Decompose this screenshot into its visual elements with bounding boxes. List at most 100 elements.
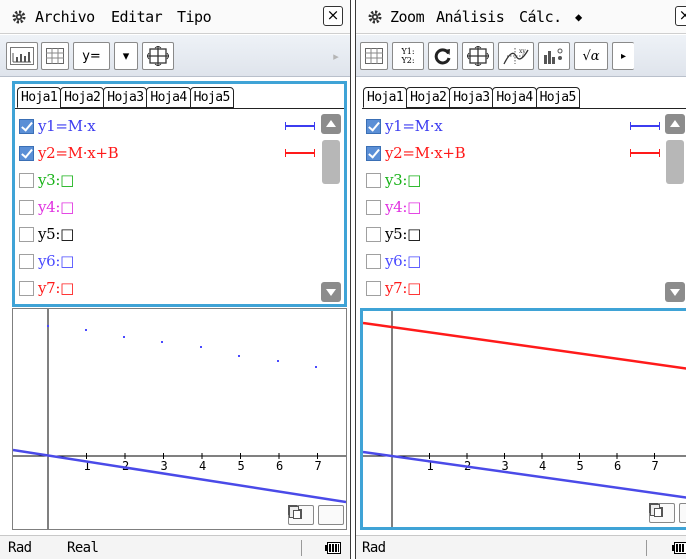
function-row-y2[interactable]: y2=M·x+B (19, 141, 119, 165)
sheet-tabs: Hoja1 Hoja2 Hoja3 Hoja4 Hoja5 (17, 87, 234, 109)
table-button[interactable] (41, 42, 69, 70)
line-style-y1[interactable] (285, 122, 315, 130)
checkbox-y3[interactable] (366, 172, 381, 188)
function-expression-y1[interactable]: y1=M·x (38, 117, 96, 135)
line-style-y2[interactable] (285, 149, 315, 157)
scroll-up-button[interactable] (321, 114, 341, 134)
function-row-y5[interactable]: y5:□ (366, 222, 421, 246)
checkbox-y3[interactable] (19, 172, 34, 188)
tab-hoja4[interactable]: Hoja4 (492, 87, 537, 108)
menu-more-arrow[interactable]: ◆ (575, 10, 582, 24)
function-row-y7[interactable]: y7:□ (366, 276, 421, 300)
close-button[interactable]: × (675, 6, 686, 26)
menu-editar[interactable]: Editar (111, 8, 163, 26)
tab-hoja2[interactable]: Hoja2 (406, 87, 451, 108)
function-row-y1[interactable]: y1=M·x (366, 114, 443, 138)
tab-hoja5[interactable]: Hoja5 (535, 87, 580, 108)
menu-analisis[interactable]: Análisis (436, 8, 505, 26)
function-expression-y5[interactable]: y5:□ (385, 225, 422, 243)
menu-archivo[interactable]: Archivo (35, 8, 95, 26)
scroll-down-button[interactable] (321, 282, 341, 302)
table-button[interactable] (360, 42, 388, 70)
scroll-thumb[interactable] (666, 140, 684, 184)
function-expression-y2[interactable]: y2=M·x+B (38, 144, 119, 162)
function-row-y4[interactable]: y4:□ (366, 195, 421, 219)
graph-format-button[interactable] (538, 42, 570, 70)
checkbox-y2[interactable] (19, 145, 34, 161)
function-expression-y6[interactable]: y6:□ (38, 252, 75, 270)
function-expression-y6[interactable]: y6:□ (385, 252, 422, 270)
checkbox-y6[interactable] (19, 253, 34, 269)
menu-tipo[interactable]: Tipo (177, 8, 212, 26)
checkbox-y7[interactable] (366, 280, 381, 296)
trace-button[interactable]: xy (498, 42, 534, 70)
checkbox-y6[interactable] (366, 253, 381, 269)
angle-mode[interactable]: Rad (362, 540, 386, 556)
function-row-y3[interactable]: y3:□ (19, 168, 74, 192)
checkbox-y5[interactable] (366, 226, 381, 242)
function-row-y6[interactable]: y6:□ (19, 249, 74, 273)
function-row-y7[interactable]: y7:□ (19, 276, 74, 300)
function-expression-y7[interactable]: y7:□ (385, 279, 422, 297)
tab-hoja1[interactable]: Hoja1 (363, 87, 408, 108)
menu-calc[interactable]: Cálc. (519, 8, 562, 26)
line-style-y2[interactable] (630, 149, 660, 157)
function-expression-y3[interactable]: y3:□ (385, 171, 422, 189)
checkbox-y1[interactable] (19, 118, 34, 134)
paste-button[interactable] (289, 505, 344, 525)
tab-hoja3[interactable]: Hoja3 (449, 87, 494, 108)
paste-button[interactable] (650, 503, 686, 523)
checkbox-y4[interactable] (19, 199, 34, 215)
function-expression-y7[interactable]: y7:□ (38, 279, 75, 297)
function-row-y4[interactable]: y4:□ (19, 195, 74, 219)
tab-hoja3[interactable]: Hoja3 (103, 87, 148, 108)
checkbox-y1[interactable] (366, 118, 381, 134)
function-row-y2[interactable]: y2=M·x+B (366, 141, 466, 165)
tab-hoja1[interactable]: Hoja1 (17, 87, 62, 108)
scroll-thumb[interactable] (322, 140, 340, 184)
y1-y2-editor-button[interactable]: Y1: Y2: (392, 42, 424, 70)
function-expression-y2[interactable]: y2=M·x+B (385, 144, 466, 162)
toolbar-scroll-right[interactable]: ▸ (612, 42, 634, 70)
scroll-up-button[interactable] (665, 114, 685, 134)
sqrt-alpha-button[interactable]: √α (574, 42, 608, 70)
gear-icon[interactable] (11, 9, 27, 25)
toolbar-scroll-right[interactable]: ▸ (333, 49, 339, 63)
gear-icon[interactable] (367, 9, 383, 25)
checkbox-y4[interactable] (366, 199, 381, 215)
status-separator (301, 540, 302, 556)
function-expression-y4[interactable]: y4:□ (38, 198, 75, 216)
function-expression-y3[interactable]: y3:□ (38, 171, 75, 189)
scroll-down-button[interactable] (665, 282, 685, 302)
graph-window-button[interactable] (6, 42, 38, 70)
close-button[interactable]: × (323, 6, 343, 26)
tab-hoja4[interactable]: Hoja4 (146, 87, 191, 108)
zoom-auto-button[interactable] (462, 42, 494, 70)
checkbox-y2[interactable] (366, 145, 381, 161)
function-row-y3[interactable]: y3:□ (366, 168, 421, 192)
function-row-y1[interactable]: y1=M·x (19, 114, 96, 138)
function-expression-y4[interactable]: y4:□ (385, 198, 422, 216)
function-expression-y5[interactable]: y5:□ (38, 225, 75, 243)
number-mode[interactable]: Real (67, 540, 99, 556)
checkbox-y7[interactable] (19, 280, 34, 296)
menu-zoom[interactable]: Zoom (390, 8, 425, 26)
checkbox-y5[interactable] (19, 226, 34, 242)
line-style-y1[interactable] (630, 122, 660, 130)
function-scrollbar[interactable] (664, 114, 686, 304)
angle-mode[interactable]: Rad (8, 540, 32, 556)
function-expression-y1[interactable]: y1=M·x (385, 117, 443, 135)
zoom-auto-button[interactable] (142, 42, 174, 70)
function-row-y5[interactable]: y5:□ (19, 222, 74, 246)
redraw-button[interactable] (428, 42, 458, 70)
type-dropdown-button[interactable]: ▾ (114, 42, 138, 70)
tab-hoja2[interactable]: Hoja2 (60, 87, 105, 108)
function-scrollbar[interactable] (320, 114, 342, 304)
y-equals-button[interactable]: y= (73, 42, 110, 70)
function-row-y6[interactable]: y6:□ (366, 249, 421, 273)
tab-hoja5[interactable]: Hoja5 (189, 87, 234, 108)
